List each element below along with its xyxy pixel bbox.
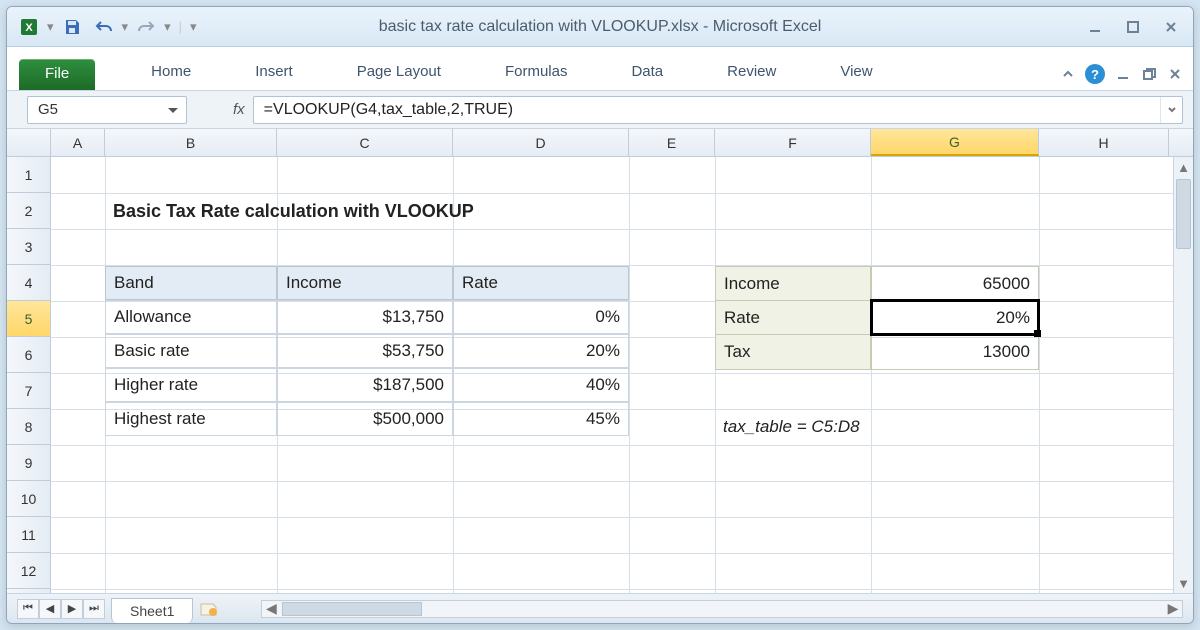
- name-box-value: G5: [38, 101, 58, 118]
- sheet-last-icon[interactable]: ⏭: [83, 599, 105, 619]
- tax-row: Basic rate: [105, 334, 277, 368]
- row-header-3[interactable]: 3: [7, 229, 50, 265]
- row-header-9[interactable]: 9: [7, 445, 50, 481]
- sheet-next-icon[interactable]: ▶: [61, 599, 83, 619]
- tax-row: $500,000: [277, 402, 453, 436]
- row-header-4[interactable]: 4: [7, 265, 50, 301]
- lookup-value: 13000: [871, 334, 1039, 370]
- lookup-label: Rate: [715, 300, 871, 336]
- restore-window-icon[interactable]: [1141, 66, 1157, 82]
- tax-row: Allowance: [105, 300, 277, 334]
- excel-window: X ▾ ▾ ▾ | ▾ basic tax rate calculation w…: [6, 6, 1194, 624]
- tax-row: 0%: [453, 300, 629, 334]
- select-all-corner[interactable]: [7, 129, 51, 156]
- row-header-1[interactable]: 1: [7, 157, 50, 193]
- column-headers: A B C D E F G H: [7, 129, 1193, 157]
- col-header-E[interactable]: E: [629, 129, 715, 156]
- chevron-up-icon[interactable]: [1061, 67, 1075, 81]
- tab-insert[interactable]: Insert: [237, 55, 311, 90]
- tab-formulas[interactable]: Formulas: [487, 55, 586, 90]
- tax-row: Highest rate: [105, 402, 277, 436]
- tax-header-rate: Rate: [453, 266, 629, 300]
- tax-row: Higher rate: [105, 368, 277, 402]
- fx-label[interactable]: fx: [233, 101, 245, 118]
- scroll-right-icon[interactable]: ▶: [1164, 601, 1182, 617]
- tab-home[interactable]: Home: [133, 55, 209, 90]
- row-header-11[interactable]: 11: [7, 517, 50, 553]
- row-header-7[interactable]: 7: [7, 373, 50, 409]
- tax-row: $53,750: [277, 334, 453, 368]
- scroll-thumb[interactable]: [1176, 179, 1191, 249]
- tax-row: 40%: [453, 368, 629, 402]
- tax-row: $187,500: [277, 368, 453, 402]
- col-header-A[interactable]: A: [51, 129, 105, 156]
- scroll-left-icon[interactable]: ◀: [262, 601, 280, 617]
- scroll-up-icon[interactable]: ▲: [1174, 157, 1193, 177]
- lookup-label: Income: [715, 266, 871, 302]
- formula-bar: G5 fx =VLOOKUP(G4,tax_table,2,TRUE): [7, 91, 1193, 129]
- row-header-8[interactable]: 8: [7, 409, 50, 445]
- sheet-tab-active[interactable]: Sheet1: [111, 598, 193, 623]
- col-header-H[interactable]: H: [1039, 129, 1169, 156]
- close-workbook-icon[interactable]: [1167, 66, 1183, 82]
- col-header-D[interactable]: D: [453, 129, 629, 156]
- svg-text:X: X: [25, 22, 33, 34]
- sheet-title: Basic Tax Rate calculation with VLOOKUP: [105, 193, 625, 229]
- row-headers: 1 2 3 4 5 6 7 8 9 10 11 12: [7, 157, 51, 593]
- save-icon[interactable]: [58, 14, 86, 40]
- quick-access-toolbar: X ▾ ▾ ▾ | ▾: [15, 14, 197, 40]
- help-icon[interactable]: ?: [1085, 64, 1105, 84]
- col-header-G[interactable]: G: [871, 129, 1039, 156]
- lookup-value: 65000: [871, 266, 1039, 302]
- row-header-2[interactable]: 2: [7, 193, 50, 229]
- tab-data[interactable]: Data: [613, 55, 681, 90]
- lookup-value: 20%: [871, 300, 1039, 336]
- ribbon: File Home Insert Page Layout Formulas Da…: [7, 47, 1193, 91]
- sheet-tab-bar: ⏮ ◀ ▶ ⏭ Sheet1 ◀ ▶: [7, 593, 1193, 623]
- redo-icon[interactable]: [132, 14, 160, 40]
- row-header-6[interactable]: 6: [7, 337, 50, 373]
- minimize-window-icon[interactable]: [1115, 66, 1131, 82]
- cells-area[interactable]: Basic Tax Rate calculation with VLOOKUP …: [51, 157, 1173, 593]
- tax-header-band: Band: [105, 266, 277, 300]
- tab-page-layout[interactable]: Page Layout: [339, 55, 459, 90]
- worksheet-grid: A B C D E F G H 1 2 3 4 5 6 7 8 9 10 11 …: [7, 129, 1193, 593]
- sheet-prev-icon[interactable]: ◀: [39, 599, 61, 619]
- close-icon[interactable]: [1157, 14, 1185, 40]
- sheet-first-icon[interactable]: ⏮: [17, 599, 39, 619]
- maximize-icon[interactable]: [1119, 14, 1147, 40]
- col-header-B[interactable]: B: [105, 129, 277, 156]
- file-tab[interactable]: File: [19, 59, 95, 90]
- col-header-F[interactable]: F: [715, 129, 871, 156]
- row-header-10[interactable]: 10: [7, 481, 50, 517]
- vertical-scrollbar[interactable]: ▲ ▼: [1173, 157, 1193, 593]
- undo-icon[interactable]: [90, 14, 118, 40]
- row-header-5[interactable]: 5: [7, 301, 50, 337]
- formula-input[interactable]: =VLOOKUP(G4,tax_table,2,TRUE): [253, 96, 1183, 124]
- lookup-label: Tax: [715, 334, 871, 370]
- horizontal-scrollbar[interactable]: ◀ ▶: [261, 600, 1183, 618]
- col-header-C[interactable]: C: [277, 129, 453, 156]
- tax-row: 45%: [453, 402, 629, 436]
- window-controls: [1081, 14, 1185, 40]
- formula-expand-icon[interactable]: [1160, 97, 1182, 123]
- tax-row: $13,750: [277, 300, 453, 334]
- sheet-nav[interactable]: ⏮ ◀ ▶ ⏭: [17, 599, 105, 619]
- formula-text: =VLOOKUP(G4,tax_table,2,TRUE): [264, 101, 513, 119]
- title-bar: X ▾ ▾ ▾ | ▾ basic tax rate calculation w…: [7, 7, 1193, 47]
- tab-view[interactable]: View: [822, 55, 890, 90]
- name-box[interactable]: G5: [27, 96, 187, 124]
- hscroll-thumb[interactable]: [282, 602, 422, 616]
- scroll-down-icon[interactable]: ▼: [1174, 573, 1193, 593]
- tax-header-income: Income: [277, 266, 453, 300]
- minimize-icon[interactable]: [1081, 14, 1109, 40]
- named-range-note: tax_table = C5:D8: [715, 409, 1039, 445]
- tax-row: 20%: [453, 334, 629, 368]
- excel-icon[interactable]: X: [15, 14, 43, 40]
- tab-review[interactable]: Review: [709, 55, 794, 90]
- row-header-12[interactable]: 12: [7, 553, 50, 589]
- new-sheet-icon[interactable]: [197, 599, 221, 619]
